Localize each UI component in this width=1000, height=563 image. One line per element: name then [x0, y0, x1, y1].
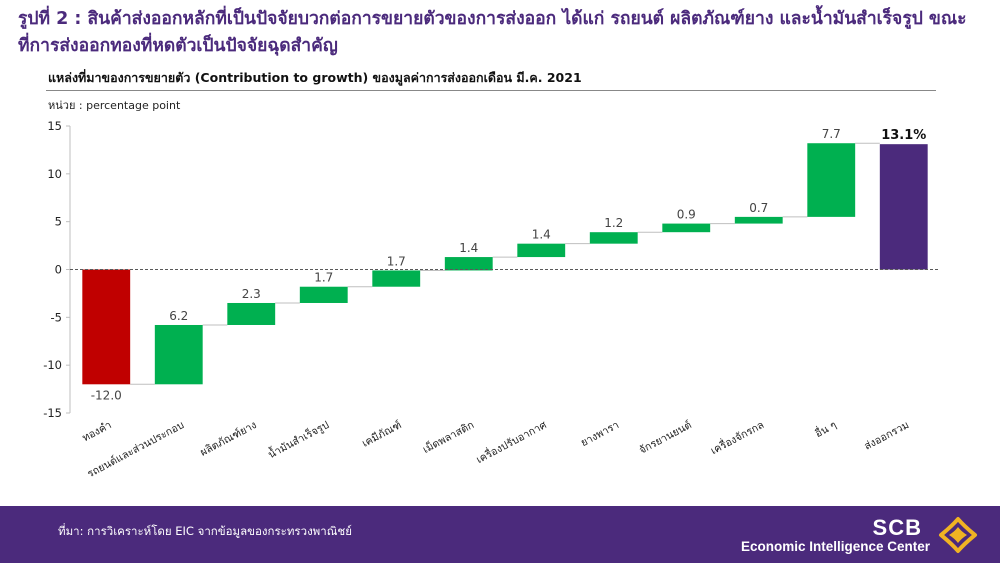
- y-tick-label: 0: [55, 263, 62, 277]
- category-label: ผลิตภัณฑ์ยาง: [198, 418, 259, 459]
- category-label: ทองคำ: [80, 419, 113, 444]
- category-label: เครื่องปรับอากาศ: [473, 417, 549, 466]
- category-label: น้ำมันสำเร็จรูป: [265, 417, 331, 461]
- y-tick-label: 15: [47, 119, 62, 133]
- bar-11: [807, 143, 856, 217]
- category-label: เครื่องจักรกล: [708, 417, 766, 457]
- value-label: 1.4: [532, 228, 551, 242]
- bar-7: [517, 243, 566, 258]
- waterfall-chart: -15-10-5051015-12.0ทองคำ6.2รถยนต์และส่วน…: [43, 119, 940, 480]
- bar-1: [82, 269, 131, 385]
- bar-5: [372, 270, 421, 287]
- scb-logo-icon: [939, 517, 977, 553]
- bar-12: [879, 144, 928, 270]
- category-label: จักรยานยนต์: [637, 418, 694, 457]
- value-label: 1.2: [604, 216, 623, 230]
- value-label: 0.7: [749, 201, 768, 215]
- value-label: 1.4: [459, 241, 478, 255]
- y-tick-label: 5: [55, 215, 62, 229]
- y-tick-label: 10: [47, 167, 62, 181]
- bar-2: [154, 324, 203, 385]
- value-label: 0.9: [677, 208, 696, 222]
- category-label: เม็ดพลาสติก: [420, 417, 476, 456]
- y-tick-label: -10: [43, 358, 62, 372]
- y-tick-label: -15: [43, 406, 62, 420]
- brand-subtitle: Economic Intelligence Center: [740, 539, 930, 554]
- category-label: ยางพารา: [579, 419, 621, 449]
- value-label: -12.0: [91, 388, 122, 402]
- y-tick-label: -5: [51, 310, 62, 324]
- bar-3: [227, 302, 276, 325]
- footer-bar: ที่มา: การวิเคราะห์โดย EIC จากข้อมูลของก…: [0, 506, 1000, 563]
- bar-10: [734, 216, 783, 224]
- value-label: 7.7: [822, 127, 841, 141]
- category-label: อื่น ๆ: [812, 417, 838, 440]
- page-title: รูปที่ 2 : สินค้าส่งออกหลักที่เป็นปัจจัย…: [18, 9, 967, 56]
- value-label: 2.3: [242, 287, 261, 301]
- subtitle-divider: [46, 90, 936, 91]
- chart-subtitle: แหล่งที่มาของการขยายตัว (Contribution to…: [48, 70, 582, 85]
- unit-label: หน่วย : percentage point: [48, 99, 181, 112]
- bar-6: [444, 257, 493, 271]
- bar-9: [662, 223, 711, 233]
- brand-name: SCB: [872, 515, 922, 540]
- value-label: 13.1%: [881, 128, 926, 143]
- category-label: เคมีภัณฑ์: [360, 418, 404, 450]
- value-label: 1.7: [314, 271, 333, 285]
- value-label: 1.7: [387, 254, 406, 268]
- category-label: ส่งออกรวม: [862, 419, 911, 453]
- bar-4: [299, 286, 348, 303]
- value-label: 6.2: [169, 309, 188, 323]
- bar-8: [589, 232, 638, 244]
- source-note: ที่มา: การวิเคราะห์โดย EIC จากข้อมูลของก…: [58, 524, 352, 538]
